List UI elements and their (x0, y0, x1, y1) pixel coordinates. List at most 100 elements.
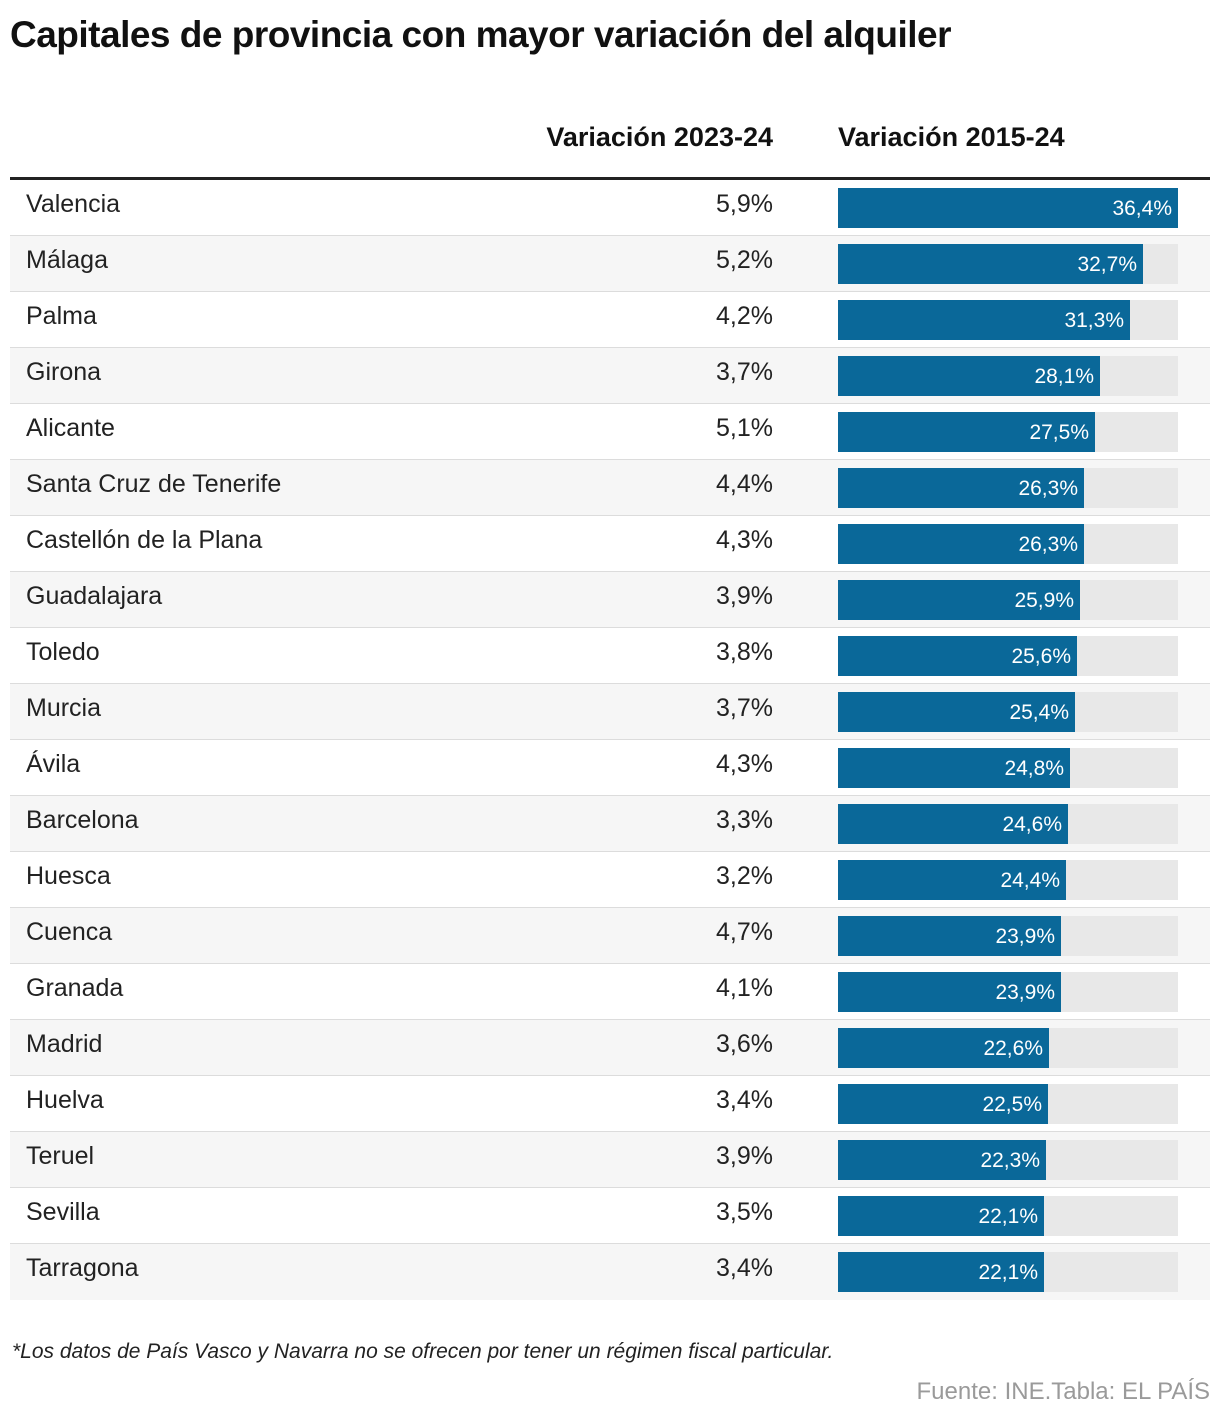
bar-track: 22,6% (838, 1028, 1178, 1068)
bar-track: 24,8% (838, 748, 1178, 788)
bar-value-label: 25,4% (1009, 701, 1069, 724)
table-row: Huesca 3,2% 24,4% (10, 852, 1210, 908)
bar-value-label: 31,3% (1064, 309, 1124, 332)
table-row: Ávila 4,3% 24,8% (10, 740, 1210, 796)
bar-value-label: 28,1% (1034, 365, 1094, 388)
variation-2023-24-value: 4,2% (716, 302, 773, 330)
table-row: Sevilla 3,5% 22,1% (10, 1188, 1210, 1244)
bar-2015-24: 22,1% (838, 1252, 1044, 1292)
bar-value-label: 24,6% (1002, 813, 1062, 836)
variation-2023-24-value: 5,9% (716, 190, 773, 218)
city-name: Granada (26, 974, 124, 1002)
bar-track: 24,6% (838, 804, 1178, 844)
bar-track: 25,6% (838, 636, 1178, 676)
city-name: Madrid (26, 1030, 103, 1058)
bar-2015-24: 32,7% (838, 244, 1143, 284)
bar-value-label: 36,4% (1112, 197, 1172, 220)
table-row: Madrid 3,6% 22,6% (10, 1020, 1210, 1076)
bar-track: 26,3% (838, 524, 1178, 564)
bar-value-label: 26,3% (1018, 533, 1078, 556)
column-header-2023-24: Variación 2023-24 (546, 122, 773, 152)
variation-2023-24-value: 3,9% (716, 582, 773, 610)
bar-2015-24: 25,6% (838, 636, 1077, 676)
bar-value-label: 22,6% (983, 1037, 1043, 1060)
city-name: Alicante (26, 414, 115, 442)
table-row: Tarragona 3,4% 22,1% (10, 1244, 1210, 1300)
bar-value-label: 32,7% (1077, 253, 1137, 276)
table-row: Alicante 5,1% 27,5% (10, 404, 1210, 460)
bar-2015-24: 26,3% (838, 468, 1084, 508)
variation-2023-24-value: 3,6% (716, 1030, 773, 1058)
bar-track: 25,4% (838, 692, 1178, 732)
header-rule (10, 177, 1210, 180)
table-row: Valencia 5,9% 36,4% (10, 180, 1210, 236)
table-row: Málaga 5,2% 32,7% (10, 236, 1210, 292)
bar-2015-24: 27,5% (838, 412, 1095, 452)
bar-track: 31,3% (838, 300, 1178, 340)
table-row: Murcia 3,7% 25,4% (10, 684, 1210, 740)
variation-2023-24-value: 3,3% (716, 806, 773, 834)
bar-2015-24: 25,9% (838, 580, 1080, 620)
variation-2023-24-value: 3,2% (716, 862, 773, 890)
city-name: Tarragona (26, 1254, 139, 1282)
table-row: Huelva 3,4% 22,5% (10, 1076, 1210, 1132)
bar-track: 23,9% (838, 916, 1178, 956)
city-name: Sevilla (26, 1198, 100, 1226)
table-row: Granada 4,1% 23,9% (10, 964, 1210, 1020)
bar-track: 26,3% (838, 468, 1178, 508)
bar-value-label: 23,9% (995, 981, 1055, 1004)
bar-2015-24: 22,3% (838, 1140, 1046, 1180)
city-name: Huelva (26, 1086, 104, 1114)
bar-2015-24: 24,6% (838, 804, 1068, 844)
bar-value-label: 25,6% (1011, 645, 1071, 668)
city-name: Cuenca (26, 918, 113, 946)
bar-value-label: 22,1% (978, 1261, 1038, 1284)
bar-2015-24: 25,4% (838, 692, 1075, 732)
bar-track: 25,9% (838, 580, 1178, 620)
table-row: Guadalajara 3,9% 25,9% (10, 572, 1210, 628)
bar-2015-24: 24,4% (838, 860, 1066, 900)
bar-track: 22,1% (838, 1252, 1178, 1292)
source-credit: Fuente: INE.Tabla: EL PAÍS (916, 1378, 1210, 1405)
variation-2023-24-value: 4,4% (716, 470, 773, 498)
city-name: Teruel (26, 1142, 95, 1170)
bar-2015-24: 23,9% (838, 916, 1061, 956)
bar-track: 24,4% (838, 860, 1178, 900)
bar-value-label: 23,9% (995, 925, 1055, 948)
bar-track: 27,5% (838, 412, 1178, 452)
city-name: Valencia (26, 190, 121, 218)
table-row: Teruel 3,9% 22,3% (10, 1132, 1210, 1188)
city-name: Castellón de la Plana (26, 526, 263, 554)
city-name: Toledo (26, 638, 100, 666)
table-row: Castellón de la Plana 4,3% 26,3% (10, 516, 1210, 572)
city-name: Palma (26, 302, 97, 330)
bar-track: 22,1% (838, 1196, 1178, 1236)
variation-2023-24-value: 3,7% (716, 694, 773, 722)
city-name: Santa Cruz de Tenerife (26, 470, 282, 498)
city-name: Girona (26, 358, 102, 386)
table-row: Cuenca 4,7% 23,9% (10, 908, 1210, 964)
variation-2023-24-value: 3,7% (716, 358, 773, 386)
bar-2015-24: 22,6% (838, 1028, 1049, 1068)
variation-2023-24-value: 4,3% (716, 750, 773, 778)
table-row: Girona 3,7% 28,1% (10, 348, 1210, 404)
variation-2023-24-value: 3,5% (716, 1198, 773, 1226)
bar-value-label: 22,3% (980, 1149, 1040, 1172)
table-row: Barcelona 3,3% 24,6% (10, 796, 1210, 852)
table-row: Toledo 3,8% 25,6% (10, 628, 1210, 684)
table-row: Santa Cruz de Tenerife 4,4% 26,3% (10, 460, 1210, 516)
city-name: Barcelona (26, 806, 139, 834)
bar-value-label: 24,8% (1004, 757, 1064, 780)
bar-track: 28,1% (838, 356, 1178, 396)
variation-2023-24-value: 4,7% (716, 918, 773, 946)
bar-value-label: 26,3% (1018, 477, 1078, 500)
bar-track: 23,9% (838, 972, 1178, 1012)
bar-2015-24: 36,4% (838, 188, 1178, 228)
bar-2015-24: 26,3% (838, 524, 1084, 564)
city-name: Ávila (26, 750, 81, 778)
bar-2015-24: 22,5% (838, 1084, 1048, 1124)
city-name: Huesca (26, 862, 111, 890)
variation-2023-24-value: 3,4% (716, 1254, 773, 1282)
variation-2023-24-value: 3,9% (716, 1142, 773, 1170)
bar-track: 32,7% (838, 244, 1178, 284)
